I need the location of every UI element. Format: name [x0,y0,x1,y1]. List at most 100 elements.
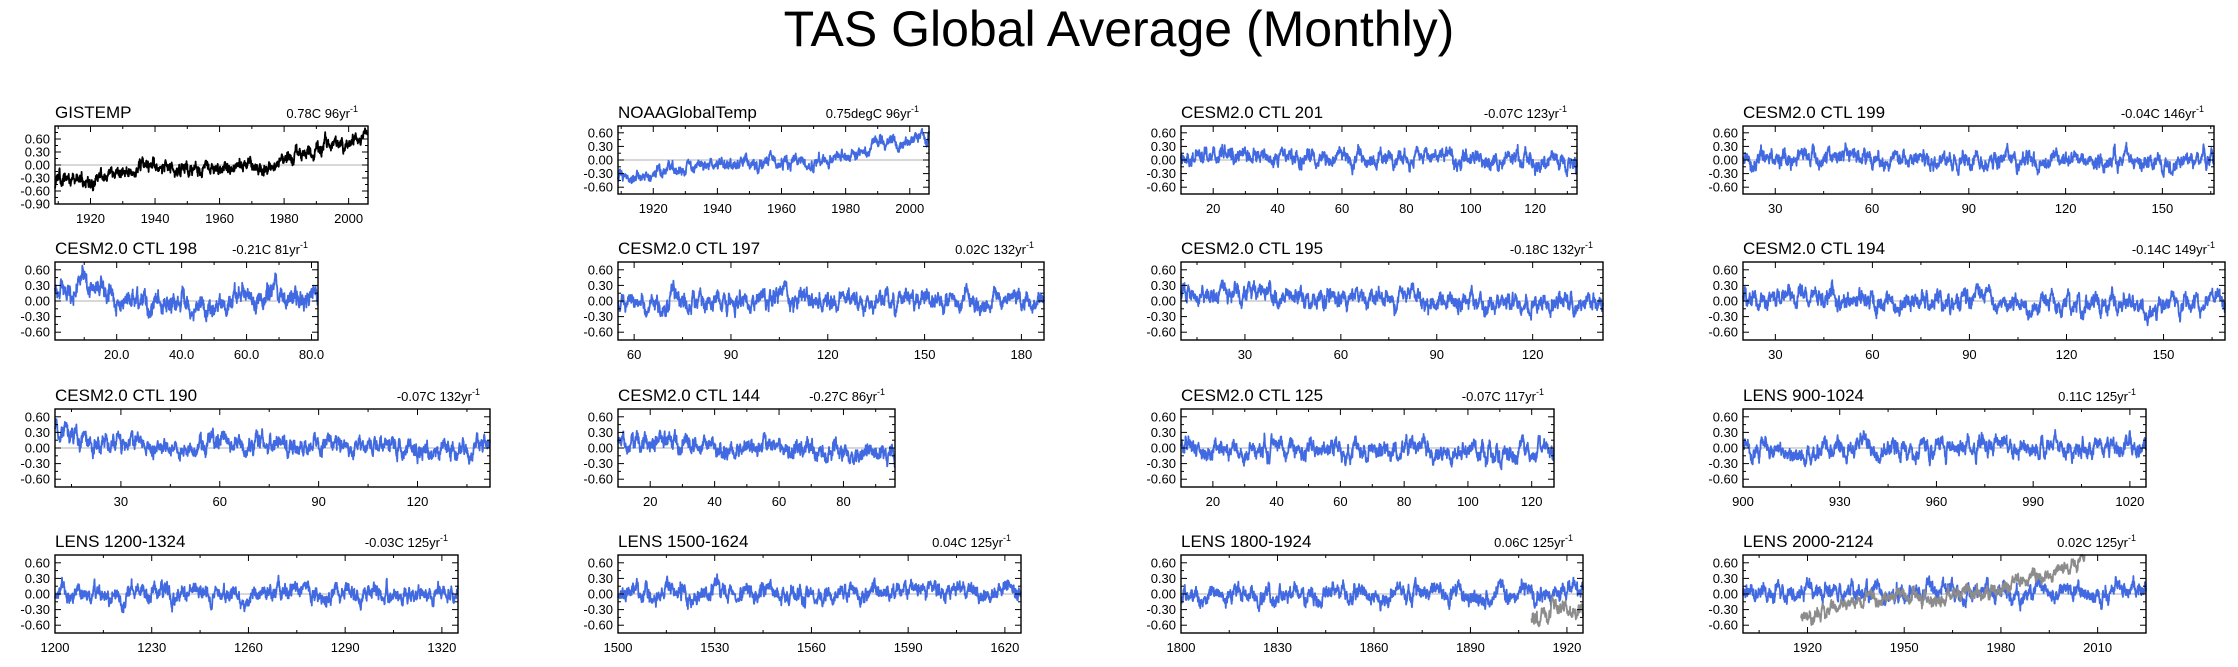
x-tick-label: 2000 [334,211,363,226]
y-tick-label: -0.60 [1708,618,1738,633]
x-tick-label: 90 [1962,347,1976,362]
x-tick-label: 20 [643,494,657,509]
y-tick-label: 0.30 [588,571,613,586]
y-tick-label: -0.60 [1146,618,1176,633]
trend-label: -0.07C 132yr-1 [397,387,480,404]
y-tick-label: -0.30 [583,309,613,324]
x-tick-label: 120 [2056,347,2078,362]
y-tick-label: 0.60 [1151,555,1176,570]
x-tick-label: 20 [1206,494,1220,509]
x-tick-label: 990 [2022,494,2044,509]
x-tick-label: 1960 [767,201,796,216]
x-tick-label: 120 [2055,201,2077,216]
x-tick-label: 60 [1865,347,1879,362]
y-tick-label: 0.30 [1151,139,1176,154]
x-tick-label: 1940 [141,211,170,226]
panel-title: LENS 900-1024 [1743,386,1864,405]
series-line-cesm2-0-ctl-199 [1742,141,2215,178]
series-line-cesm2-0-ctl-195 [1180,279,1604,321]
y-tick-label: -0.60 [20,472,50,487]
x-tick-label: 1230 [137,640,166,655]
panel-lens-1800-1924: -0.60-0.300.000.300.60 1800 1830 1860 1890 19… [1146,532,1584,655]
y-tick-label: 0.30 [1713,425,1738,440]
y-tick-label: -0.30 [1708,309,1738,324]
x-tick-label: 1800 [1167,640,1196,655]
x-tick-label: 1920 [639,201,668,216]
x-tick-label: 30 [1768,347,1782,362]
y-tick-label: 0.00 [1151,441,1176,456]
y-tick-label: 0.30 [1713,278,1738,293]
y-tick-label: 0.00 [25,441,50,456]
panel-lens-2000-2124: -0.60-0.300.000.300.60 1920 1950 1980 2010 LE… [1708,532,2147,655]
x-tick-label: 150 [914,347,936,362]
y-tick-label: 0.60 [1151,262,1176,277]
panel-cesm2-0-ctl-125: -0.60-0.300.000.300.60 20 40 60 80 100 120 CESM… [1146,386,1555,509]
y-tick-label: 0.60 [25,409,50,424]
y-tick-label: -0.90 [20,197,50,212]
x-tick-label: 60 [213,494,227,509]
y-tick-label: -0.60 [1146,325,1176,340]
y-tick-label: -0.60 [1146,180,1176,195]
x-tick-label: 900 [1732,494,1754,509]
trend-label: 0.78C 96yr-1 [286,104,358,121]
x-tick-label: 1920 [76,211,105,226]
x-tick-label: 1560 [797,640,826,655]
y-tick-label: -0.30 [20,602,50,617]
series-line-observed-overlay [1800,554,2086,626]
trend-label: -0.07C 123yr-1 [1484,104,1567,121]
panel-title: CESM2.0 CTL 195 [1181,239,1323,258]
x-tick-label: 180 [1011,347,1033,362]
x-tick-label: 100 [1457,494,1479,509]
panel-title: GISTEMP [55,103,132,122]
x-tick-label: 2000 [895,201,924,216]
x-tick-label: 40.0 [169,347,194,362]
x-tick-label: 20 [1206,201,1220,216]
y-tick-label: -0.60 [583,325,613,340]
y-tick-label: -0.60 [1708,325,1738,340]
y-tick-label: 0.00 [588,441,613,456]
trend-label: -0.07C 117yr-1 [1462,387,1544,404]
panel-title: LENS 1200-1324 [55,532,185,551]
x-tick-label: 60 [1334,347,1348,362]
x-tick-label: 1920 [1793,640,1822,655]
y-tick-label: -0.30 [583,166,613,181]
panel-title: LENS 2000-2124 [1743,532,1873,551]
y-tick-label: 0.30 [1151,278,1176,293]
panel-lens-1200-1324: -0.60-0.300.000.300.60 1200 1230 1260 1290 13… [20,532,459,655]
x-tick-label: 1290 [331,640,360,655]
trend-label: 0.04C 125yr-1 [932,533,1011,550]
y-tick-label: 0.60 [1151,125,1176,140]
series-line-lens-900-1024 [1742,428,2147,468]
series-line-cesm2-0-ctl-125 [1180,432,1555,471]
y-tick-label: 0.00 [1713,153,1738,168]
panel-title: CESM2.0 CTL 125 [1181,386,1323,405]
panel-lens-900-1024: -0.60-0.300.000.300.60 900 930 960 990 1020 LE… [1708,386,2147,509]
panel-title: CESM2.0 CTL 194 [1743,239,1885,258]
series-line-cesm2-0-ctl-201 [1180,143,1578,178]
x-tick-label: 60 [627,347,641,362]
x-tick-label: 80 [1397,494,1411,509]
y-tick-label: -0.30 [1146,166,1176,181]
trend-label: -0.27C 86yr-1 [809,387,885,404]
x-tick-label: 40 [1269,494,1283,509]
y-tick-label: 0.30 [1151,571,1176,586]
x-tick-label: 60 [1335,201,1349,216]
x-tick-label: 20.0 [104,347,129,362]
x-tick-label: 1260 [234,640,263,655]
panel-cesm2-0-ctl-190: -0.60-0.300.000.300.60 30 60 90 120 CESM2.0 C… [20,386,491,509]
y-tick-label: 0.00 [1713,587,1738,602]
series-line-gistemp [54,127,369,192]
panel-title: CESM2.0 CTL 199 [1743,103,1885,122]
y-tick-label: 0.00 [588,294,613,309]
x-tick-label: 150 [2153,347,2175,362]
panel-title: CESM2.0 CTL 197 [618,239,760,258]
trend-label: 0.02C 132yr-1 [955,240,1034,257]
y-tick-label: 0.00 [25,158,50,173]
panel-title: CESM2.0 CTL 144 [618,386,760,405]
x-tick-label: 1860 [1359,640,1388,655]
y-tick-label: 0.00 [1713,441,1738,456]
x-tick-label: 30 [114,494,128,509]
trend-label: 0.11C 125yr-1 [2058,387,2136,404]
trend-label: 0.02C 125yr-1 [2057,533,2136,550]
